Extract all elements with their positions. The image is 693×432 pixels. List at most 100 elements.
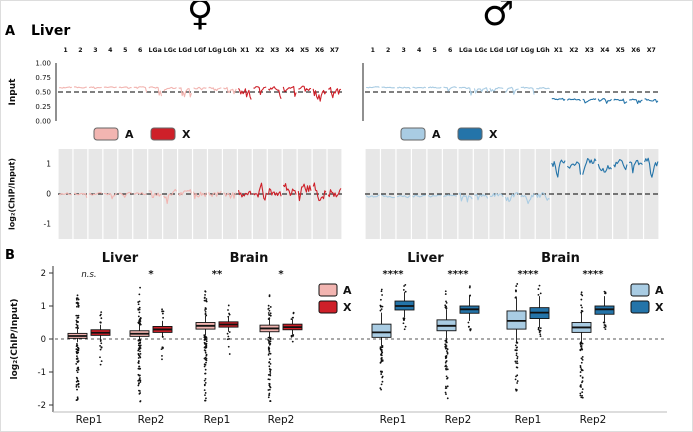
group-title: Brain (230, 251, 269, 266)
female-log2-line-LGa (148, 190, 162, 199)
outlier-dot (380, 388, 383, 391)
outlier-dot (581, 369, 584, 371)
outlier-dot (267, 339, 270, 341)
legend-label: X (343, 301, 352, 314)
log2-tick-label: -1 (44, 220, 52, 229)
outlier-dot (75, 345, 78, 348)
outlier-dot (137, 344, 140, 347)
chrom-band (178, 149, 192, 239)
log2-tick-label: 1 (46, 160, 51, 169)
significance-label: * (278, 269, 284, 280)
legend-swatch-A (318, 283, 338, 297)
outlier-dot (228, 353, 231, 355)
female-log2-line-1 (58, 192, 72, 196)
outlier-dot (267, 353, 270, 356)
outlier-dot (228, 313, 231, 316)
boxplot-tick-label: 1 (41, 302, 46, 312)
outlier-dot (203, 365, 206, 368)
outlier-dot (99, 339, 102, 341)
outlier-dot (515, 352, 518, 355)
chrom-label: X5 (300, 47, 309, 54)
boxplot-tick-label: -1 (38, 368, 46, 378)
outlier-dot (514, 360, 517, 363)
outlier-dot (516, 380, 519, 382)
male-log2-line-X5 (613, 159, 628, 171)
rep-label: Rep2 (268, 414, 295, 426)
outlier-dot (468, 294, 471, 297)
outlier-dot (138, 300, 141, 303)
outlier-dot (138, 306, 141, 309)
male-input-line-X6 (629, 98, 643, 105)
outlier-dot (205, 342, 208, 345)
outlier-dot (138, 293, 141, 296)
outlier-dot (269, 306, 272, 308)
outlier-dot (579, 366, 582, 369)
outlier-dot (269, 362, 272, 365)
outlier-dot (76, 324, 79, 327)
outlier-dot (77, 368, 80, 371)
outlier-dot (269, 342, 271, 345)
outlier-dot (204, 372, 207, 375)
significance-label: **** (383, 269, 405, 280)
outlier-dot (76, 326, 79, 328)
outlier-dot (205, 298, 208, 300)
panel-a-label: A (5, 24, 16, 39)
outlier-dot (515, 354, 518, 357)
outlier-dot (381, 380, 384, 383)
female-input-line-LGa (148, 86, 163, 97)
male-log2-line-LGc (474, 193, 489, 201)
outlier-dot (99, 314, 102, 317)
chrom-label: X4 (600, 47, 610, 54)
outlier-dot (581, 396, 584, 399)
outlier-dot (205, 354, 208, 357)
outlier-dot (516, 360, 518, 363)
outlier-dot (379, 298, 382, 301)
male-log2-line-1 (365, 194, 380, 198)
outlier-dot (269, 358, 271, 361)
outlier-dot (75, 314, 78, 317)
outlier-dot (267, 318, 270, 320)
outlier-dot (137, 349, 140, 352)
outlier-dot (268, 313, 270, 316)
outlier-dot (445, 367, 447, 370)
chrom-label: 3 (402, 47, 406, 54)
female-log2-line-X5 (297, 183, 312, 202)
female-box: Liver n.s. Rep1 * Rep2 Brain ** Rep1 * Rep2 AX (67, 251, 352, 426)
outlier-dot (138, 338, 141, 341)
outlier-dot (267, 396, 270, 399)
outlier-dot (539, 333, 542, 336)
chrom-label: 2 (386, 47, 390, 54)
outlier-dot (445, 354, 448, 357)
outlier-dot (77, 383, 80, 386)
outlier-dot (161, 358, 163, 361)
female-input-line-LGg (208, 86, 222, 92)
outlier-dot (76, 305, 78, 308)
outlier-dot (514, 388, 517, 391)
outlier-dot (137, 301, 140, 303)
female-input-line-X2 (253, 86, 267, 96)
outlier-dot (515, 296, 517, 299)
outlier-dot (139, 352, 142, 355)
chrom-label: X6 (315, 47, 324, 54)
outlier-dot (268, 347, 271, 350)
female-log2-line-LGd (178, 189, 192, 197)
male-log2-line-X2 (566, 161, 582, 175)
outlier-dot (580, 357, 583, 360)
outlier-dot (76, 388, 78, 391)
boxplot-tick-label: 2 (41, 269, 46, 279)
outlier-dot (539, 292, 542, 295)
legend-swatch-X (457, 127, 483, 141)
outlier-dot (204, 335, 207, 338)
outlier-dot (446, 368, 449, 371)
outlier-dot (445, 365, 448, 368)
outlier-dot (445, 375, 448, 378)
outlier-dot (139, 286, 141, 289)
outlier-dot (139, 341, 142, 344)
outlier-dot (226, 332, 229, 335)
outlier-dot (579, 394, 582, 397)
outlier-dot (267, 389, 270, 391)
outlier-dot (228, 331, 231, 333)
outlier-dot (404, 325, 407, 328)
outlier-dot (380, 383, 383, 386)
